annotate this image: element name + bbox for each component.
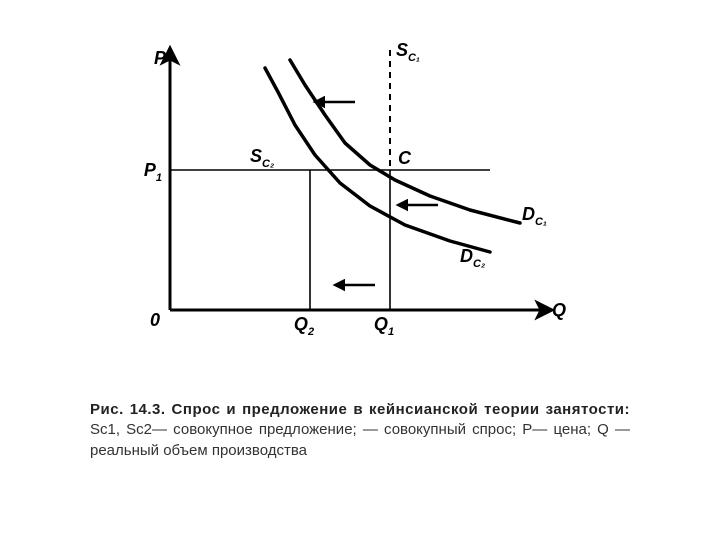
caption-body: Sc1, Sc2— совокупное предложение; — сово…	[90, 421, 630, 458]
svg-text:Q2: Q2	[294, 314, 314, 338]
svg-text:Q: Q	[552, 300, 566, 320]
svg-text:SC₁: SC₁	[396, 40, 420, 64]
svg-text:Q1: Q1	[374, 314, 394, 338]
figure-caption: Рис. 14.3. Спрос и предложение в кейнсиа…	[90, 400, 630, 461]
economics-chart: PQ0P1Q1Q2CSC₁SC₂DC₁DC₂	[130, 30, 570, 350]
svg-text:C: C	[398, 148, 412, 168]
svg-text:P: P	[154, 48, 167, 68]
svg-text:0: 0	[150, 310, 160, 330]
svg-text:P1: P1	[144, 160, 162, 184]
svg-text:DC₁: DC₁	[522, 204, 547, 228]
svg-text:SC₂: SC₂	[250, 146, 274, 170]
caption-title: Рис. 14.3. Спрос и предложение в кейнсиа…	[90, 401, 630, 418]
